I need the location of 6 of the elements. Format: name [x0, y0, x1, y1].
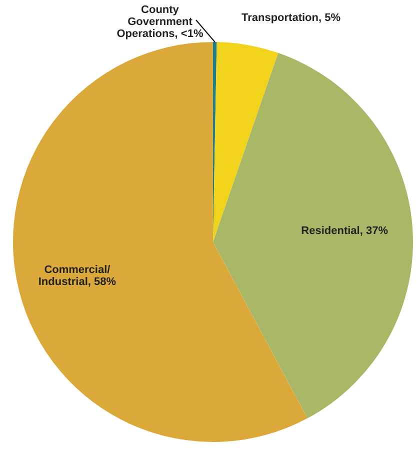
slice-label: Commercial/Industrial, 58%: [37, 264, 118, 288]
slice-label: Transportation, 5%: [241, 12, 341, 24]
slice-label: County Government Operations, <1%: [116, 4, 204, 40]
slice-label: Residential, 37%: [301, 225, 388, 238]
pie-slice: [213, 42, 278, 242]
pie-slice: [213, 52, 413, 418]
